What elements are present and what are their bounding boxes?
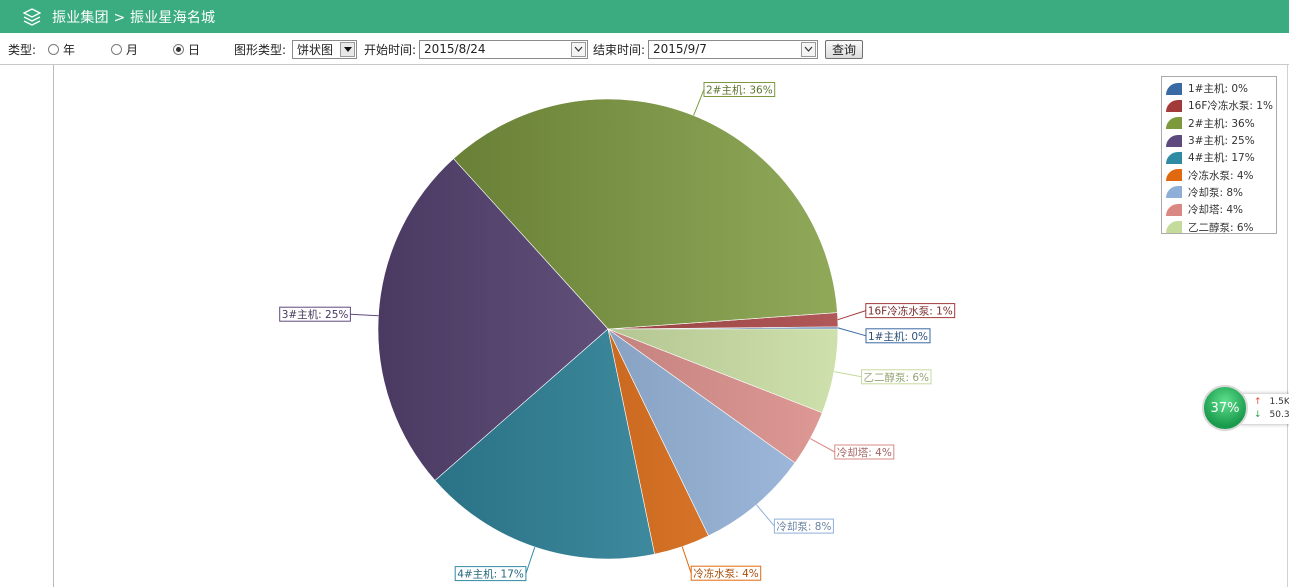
slice-label: 冷却泵: 8% (776, 520, 831, 533)
chart-legend: 1#主机: 0% 16F冷冻水泵: 1% 2#主机: 36% 3#主机: 25% 4#主… (1161, 76, 1277, 234)
legend-swatch (1166, 82, 1182, 95)
content-border (1287, 65, 1288, 587)
chevron-down-icon[interactable] (571, 41, 586, 57)
radio-year[interactable]: 年 (48, 34, 75, 64)
slice-label-box (773, 518, 834, 534)
label-leader-line (756, 504, 775, 527)
legend-item[interactable]: 3#主机: 25% (1162, 132, 1276, 149)
radio-button[interactable] (48, 43, 59, 55)
legend-label: 1#主机: 0% (1188, 83, 1249, 96)
start-date-input[interactable]: 2015/8/24 (419, 39, 588, 59)
slice-label: 2#主机: 36% (706, 84, 773, 97)
type-label: 类型: (8, 42, 37, 57)
radio-button[interactable] (173, 43, 184, 55)
end-time-label: 结束时间: (593, 42, 646, 57)
chart-type-select[interactable]: 饼状图 (292, 39, 357, 59)
legend-label: 冷却塔: 4% (1188, 204, 1244, 217)
slice-label: 冷冻水泵: 4% (693, 567, 759, 580)
legend-label: 冷冻水泵: 4% (1188, 169, 1254, 182)
download-speed: 50.3K (1269, 410, 1289, 420)
slice-label-box (865, 303, 956, 319)
speed-panel: ↑ 1.5K ↓ 50.3K (1240, 394, 1289, 424)
legend-label: 2#主机: 36% (1188, 117, 1255, 130)
legend-item[interactable]: 冷却塔: 4% (1162, 201, 1276, 218)
legend-swatch (1166, 99, 1182, 112)
legend-label: 冷却泵: 8% (1188, 186, 1244, 199)
legend-item[interactable]: 1#主机: 0% (1162, 80, 1276, 97)
pie-slice[interactable] (607, 328, 839, 414)
slice-label: 4#主机: 17% (457, 568, 524, 581)
legend-item[interactable]: 16F冷冻水泵: 1% (1162, 97, 1276, 114)
legend-item[interactable]: 4#主机: 17% (1162, 149, 1276, 166)
legend-item[interactable]: 冷却泵: 8% (1162, 184, 1276, 201)
slice-label-box (690, 565, 762, 581)
slice-label-box (861, 369, 932, 385)
slice-label: 16F冷冻水泵: 1% (868, 305, 953, 318)
legend-swatch (1166, 203, 1182, 216)
usage-percent-circle[interactable]: 37% (1202, 385, 1248, 431)
legend-item[interactable]: 2#主机: 36% (1162, 115, 1276, 132)
slice-label-box (703, 82, 776, 97)
label-leader-line (833, 371, 862, 378)
dropdown-arrow-icon[interactable] (340, 41, 355, 57)
upload-arrow-icon: ↑ (1254, 397, 1262, 407)
legend-label: 乙二醇泵: 6% (1188, 221, 1254, 234)
slice-label: 冷却塔: 4% (837, 446, 892, 459)
legend-label: 3#主机: 25% (1188, 135, 1255, 148)
breadcrumb[interactable]: 振业集团 > 振业星海名城 (52, 9, 216, 26)
radio-day[interactable]: 日 (173, 34, 200, 64)
slice-label: 1#主机: 0% (868, 330, 928, 343)
slice-label-box (834, 444, 895, 460)
upload-speed: 1.5K (1269, 397, 1289, 407)
legend-swatch (1166, 134, 1182, 147)
legend-swatch (1166, 151, 1182, 164)
slice-label-box (454, 566, 527, 582)
layers-icon (22, 7, 42, 26)
start-time-label: 开始时间: (364, 42, 417, 57)
network-speed-widget[interactable]: ↑ 1.5K ↓ 50.3K 37% (1202, 385, 1289, 433)
end-date-input[interactable]: 2015/9/7 (648, 39, 818, 59)
sidebar-divider (53, 65, 54, 587)
pie-slice[interactable] (453, 98, 838, 330)
slice-label: 乙二醇泵: 6% (864, 371, 930, 384)
legend-item[interactable]: 冷冻水泵: 4% (1162, 166, 1276, 183)
download-arrow-icon: ↓ (1254, 410, 1262, 420)
slice-label-box (865, 328, 931, 344)
legend-swatch (1166, 117, 1182, 130)
chevron-down-icon[interactable] (801, 41, 816, 57)
slice-label: 3#主机: 25% (282, 308, 349, 321)
pie-slice[interactable] (377, 158, 609, 481)
chart-type-label: 图形类型: (234, 42, 287, 57)
label-leader-line (693, 89, 705, 116)
label-leader-line (837, 327, 867, 337)
label-leader-line (681, 546, 692, 574)
legend-label: 16F冷冻水泵: 1% (1188, 100, 1273, 113)
pie-slice[interactable] (434, 328, 656, 560)
label-leader-line (809, 438, 836, 453)
radio-month[interactable]: 月 (111, 34, 138, 64)
filter-toolbar: 类型: 年 月 日 图形类型: 饼状图 开始时间: 2015/8/24 (0, 34, 1289, 65)
label-leader-line (525, 546, 536, 574)
radio-button[interactable] (111, 43, 122, 55)
legend-item[interactable]: 乙二醇泵: 6% (1162, 218, 1276, 235)
top-header: 振业集团 > 振业星海名城 (0, 0, 1289, 33)
label-leader-line (350, 313, 379, 317)
label-leader-line (837, 310, 866, 321)
slice-label-box (279, 306, 351, 322)
legend-swatch (1166, 221, 1182, 234)
legend-swatch (1166, 169, 1182, 182)
query-button[interactable]: 查询 (825, 39, 864, 59)
legend-swatch (1166, 186, 1182, 199)
legend-label: 4#主机: 17% (1188, 152, 1255, 165)
